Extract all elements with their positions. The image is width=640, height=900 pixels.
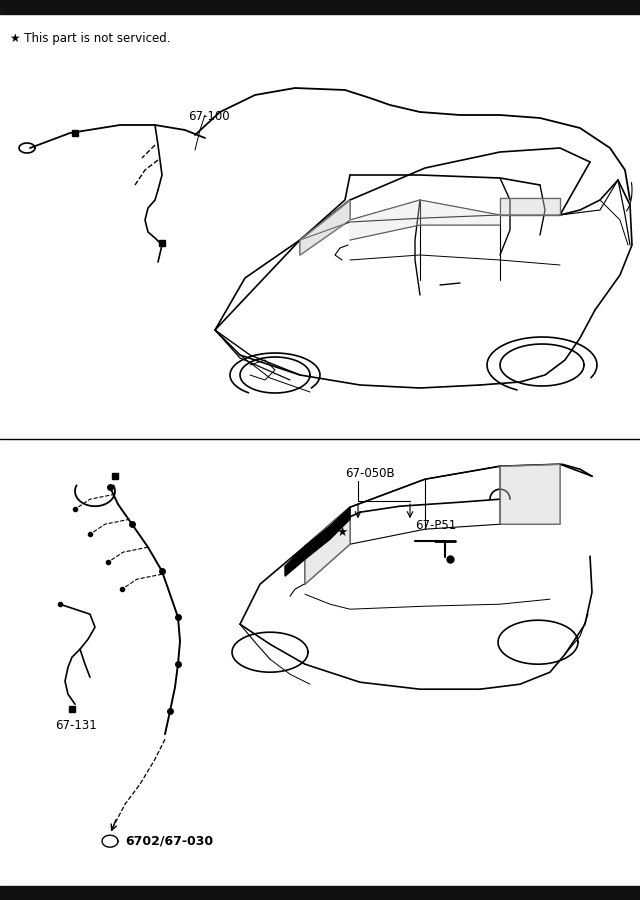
Text: 67-P51: 67-P51 (415, 519, 456, 532)
Polygon shape (350, 200, 500, 240)
Polygon shape (500, 464, 560, 524)
Text: 67-100: 67-100 (188, 110, 230, 123)
Text: ★ This part is not serviced.: ★ This part is not serviced. (10, 32, 170, 45)
Text: 67-050B: 67-050B (345, 467, 395, 481)
Text: 67-131: 67-131 (55, 719, 97, 733)
Polygon shape (300, 200, 350, 255)
Bar (0, 886, 640, 900)
Text: ★: ★ (337, 526, 348, 539)
Text: 6702/67-030: 6702/67-030 (125, 834, 213, 847)
Polygon shape (305, 508, 350, 584)
Bar (0, 0, 640, 14)
Polygon shape (500, 198, 560, 215)
Polygon shape (285, 508, 350, 576)
